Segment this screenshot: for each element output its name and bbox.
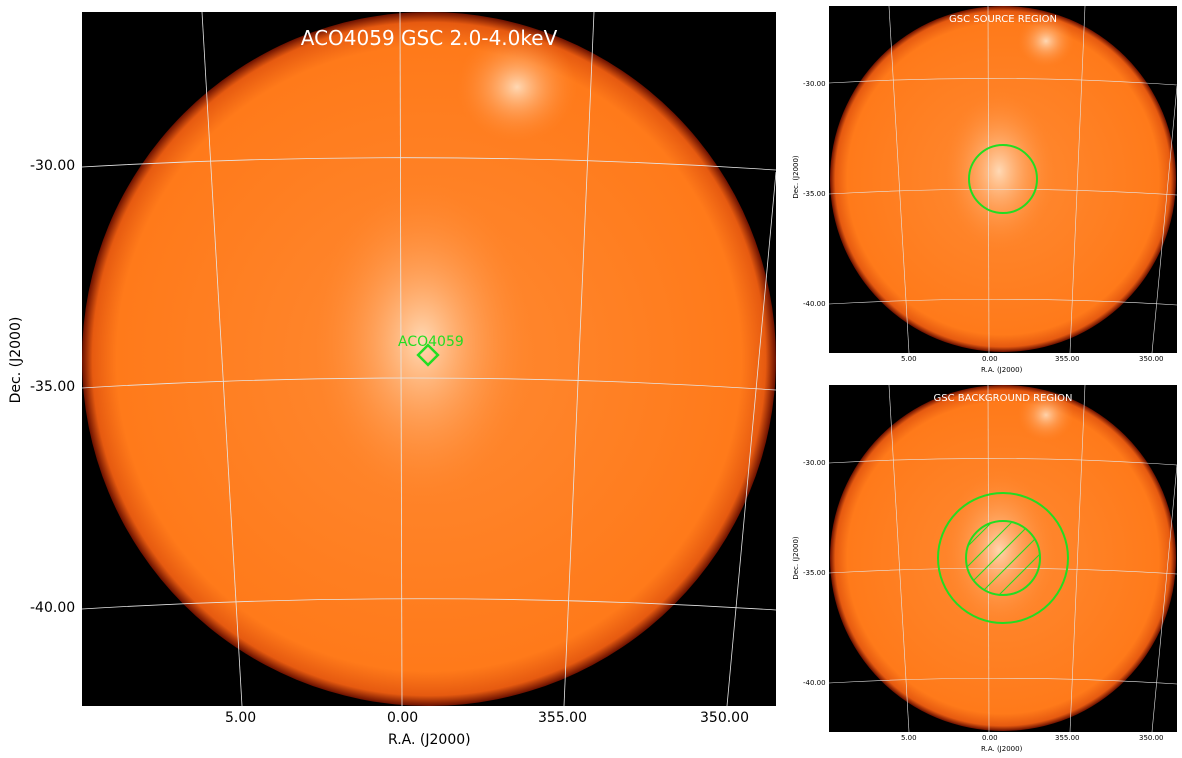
cluster-emission: [312, 182, 532, 502]
background-y-axis-label: Dec. (J2000): [792, 536, 800, 580]
background-inner-circle: [965, 520, 1041, 596]
source-region-circle: [968, 144, 1038, 214]
source-y-tick-3: -40.00: [803, 300, 826, 308]
source-region-image: [829, 6, 1177, 353]
source-label: ACO4059: [398, 334, 464, 350]
background-outer-circle: [937, 492, 1069, 624]
background-y-tick-2: -35.00: [803, 569, 826, 577]
bright-source: [457, 32, 577, 142]
source-x-tick-1: 5.00: [901, 355, 917, 363]
main-image-panel: ACO4059 GSC 2.0-4.0keV ACO4059: [82, 12, 776, 706]
coordinate-grid: [829, 385, 1177, 732]
main-y-axis-label: Dec. (J2000): [8, 316, 24, 404]
source-x-axis-label: R.A. (J2000): [981, 366, 1023, 374]
background-x-axis-label: R.A. (J2000): [981, 745, 1023, 753]
source-panel-title: GSC SOURCE REGION: [948, 14, 1058, 25]
main-x-tick-4: 350.00: [700, 710, 749, 726]
main-image: [82, 12, 776, 706]
bright-source: [1018, 389, 1074, 441]
main-y-tick-1: -30.00: [30, 158, 76, 174]
main-y-tick-2: -35.00: [30, 379, 76, 395]
source-region-panel: GSC SOURCE REGION: [829, 6, 1177, 353]
background-region-panel: GSC BACKGROUND REGION: [829, 385, 1177, 732]
background-region-image: [829, 385, 1177, 732]
main-x-tick-1: 5.00: [225, 710, 257, 726]
source-x-tick-4: 350.00: [1139, 355, 1164, 363]
main-x-axis-label: R.A. (J2000): [388, 732, 471, 748]
coordinate-grid: [829, 6, 1177, 353]
main-title: ACO4059 GSC 2.0-4.0keV: [300, 26, 558, 50]
background-x-tick-2: 0.00: [982, 734, 998, 742]
cluster-emission: [944, 470, 1054, 630]
main-y-tick-3: -40.00: [30, 600, 76, 616]
main-x-tick-2: 0.00: [387, 710, 419, 726]
background-panel-title: GSC BACKGROUND REGION: [933, 393, 1073, 404]
background-x-tick-1: 5.00: [901, 734, 917, 742]
main-x-tick-3: 355.00: [538, 710, 587, 726]
background-y-tick-1: -30.00: [803, 459, 826, 467]
bright-source: [1018, 15, 1074, 67]
coordinate-grid: [82, 12, 776, 706]
source-x-tick-3: 355.00: [1055, 355, 1080, 363]
background-x-tick-4: 350.00: [1139, 734, 1164, 742]
cluster-emission: [944, 91, 1054, 251]
source-y-tick-1: -30.00: [803, 80, 826, 88]
background-x-tick-3: 355.00: [1055, 734, 1080, 742]
source-marker: [416, 343, 440, 367]
background-y-tick-3: -40.00: [803, 679, 826, 687]
source-y-tick-2: -35.00: [803, 190, 826, 198]
source-y-axis-label: Dec. (J2000): [792, 155, 800, 199]
source-x-tick-2: 0.00: [982, 355, 998, 363]
